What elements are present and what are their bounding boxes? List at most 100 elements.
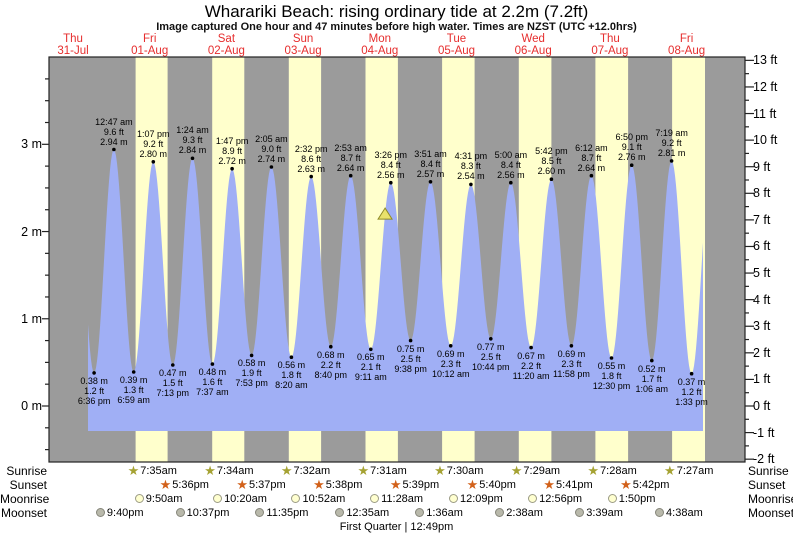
moonrise-event: 1:50pm	[607, 492, 655, 505]
day-label: Thu 31-Jul	[33, 33, 113, 57]
y-axis-right-tick-label: 1 ft	[753, 372, 771, 387]
sunrise-star-icon: ★	[127, 462, 140, 478]
low-tide-label: 0.48 m 1.6 ft 7:37 am	[196, 367, 229, 398]
sunset-event: ★ 5:40pm	[467, 478, 516, 491]
sunset-time: 5:42pm	[632, 478, 670, 491]
moonrise-time: 10:52am	[302, 492, 346, 505]
y-axis-left-tick-label: 1 m	[21, 311, 42, 326]
sunset-time: 5:40pm	[479, 478, 516, 491]
day-label: Wed 06-Aug	[493, 33, 573, 57]
day-label: Fri 08-Aug	[647, 33, 727, 57]
sunset-event: ★ 5:41pm	[543, 478, 592, 491]
tide-extreme-dot	[428, 180, 433, 184]
low-tide-label: 0.55 m 1.8 ft 12:30 pm	[592, 361, 631, 392]
tide-extreme-dot	[469, 182, 473, 187]
sunset-event: ★ 5:36pm	[160, 478, 209, 491]
moonrise-event: 10:52am	[291, 492, 345, 505]
day-date: 31-Jul	[57, 44, 89, 57]
high-tide-label: 1:07 pm 9.2 ft 2.80 m	[137, 128, 170, 159]
tide-extreme-dot	[92, 371, 96, 375]
y-axis-right-tick-label: 2 ft	[753, 345, 771, 360]
moonrise-circle-icon	[213, 494, 223, 503]
tide-extreme-dot	[650, 358, 654, 363]
sunrise-star-icon: ★	[587, 462, 600, 478]
tide-extreme-dot	[629, 163, 634, 167]
sunrise-time: 7:35am	[140, 464, 177, 477]
sunrise-time: 7:27am	[676, 464, 714, 477]
day-name: Mon	[368, 33, 391, 45]
moonrise-time: 12:56pm	[539, 492, 582, 505]
sunrise-star-icon: ★	[510, 462, 523, 478]
low-tide-label: 0.37 m 1.2 ft 1:33 pm	[675, 376, 708, 407]
y-axis-right-tick-label: 10 ft	[753, 133, 778, 148]
sunset-time: 5:38pm	[325, 478, 363, 491]
day-date: 06-Aug	[514, 44, 552, 57]
low-tide-label: 0.52 m 1.7 ft 1:06 am	[635, 363, 669, 394]
day-name: Thu	[599, 33, 620, 45]
sunrise-time: 7:31am	[370, 464, 407, 477]
sunset-star-icon: ★	[466, 476, 479, 492]
y-axis-right-tick-label: 0 ft	[753, 399, 771, 413]
low-tide-label: 0.58 m 1.9 ft 7:53 pm	[235, 358, 268, 389]
moonrise-time: 11:28am	[381, 492, 424, 505]
tide-extreme-dot	[289, 355, 294, 360]
moonset-circle-icon	[335, 508, 345, 517]
tide-extreme-dot	[151, 160, 156, 164]
y-axis-right-tick-label: 9 ft	[753, 159, 771, 174]
sunrise-event: ★ 7:29am	[511, 464, 560, 477]
sunset-event: ★ 5:39pm	[390, 478, 439, 491]
low-tide-label: 0.77 m 2.5 ft 10:44 pm	[472, 341, 510, 372]
moonset-circle-icon	[415, 508, 425, 517]
sunrise-caption-left: Sunrise	[6, 464, 47, 478]
high-tide-label: 5:00 am 8.4 ft 2.56 m	[494, 149, 528, 180]
moonset-time: 12:35am	[346, 506, 390, 519]
moonset-time: 2:38am	[506, 506, 543, 519]
tide-extreme-dot	[329, 344, 333, 349]
low-tide-label: 0.47 m 1.5 ft 7:13 pm	[156, 368, 190, 398]
sunset-star-icon: ★	[313, 476, 325, 492]
sunset-time: 5:36pm	[172, 478, 209, 491]
sunset-time: 5:41pm	[556, 478, 593, 491]
moon-phase-label: First Quarter | 12:49pm	[339, 521, 454, 533]
moonset-time: 9:40pm	[106, 506, 144, 519]
y-axis-right-tick-label: 11 ft	[753, 106, 777, 121]
moonset-event: 12:35am	[335, 506, 389, 519]
moonrise-circle-icon	[607, 494, 617, 503]
low-tide-label: 0.38 m 1.2 ft 6:36 pm	[77, 375, 111, 406]
y-axis-right-tick-label: 8 ft	[753, 186, 771, 201]
high-tide-label: 1:47 pm 8.9 ft 2.72 m	[215, 135, 249, 166]
moonrise-circle-icon	[448, 494, 458, 503]
high-tide-label: 6:12 am 8.7 ft 2.64 m	[575, 142, 608, 173]
moonrise-event: 12:09pm	[448, 492, 503, 505]
chart-subtitle: Image captured One hour and 47 minutes b…	[156, 21, 637, 33]
moonset-caption-left: Moonset	[0, 506, 47, 520]
tide-extreme-dot	[171, 363, 175, 367]
sunset-star-icon: ★	[236, 476, 248, 492]
tide-extreme-dot	[309, 174, 314, 179]
moonset-event: 11:35pm	[255, 506, 308, 519]
y-axis-left-tick-label: 2 m	[21, 224, 42, 239]
y-axis-left-tick-label: 3 m	[21, 137, 42, 152]
y-axis-right-tick-label: 4 ft	[753, 292, 771, 307]
tide-extreme-dot	[408, 338, 413, 343]
tide-extreme-dot	[131, 370, 136, 374]
sunrise-event: ★ 7:34am	[204, 464, 253, 477]
tide-extreme-dot	[549, 177, 554, 181]
y-axis-right-tick-label: -1 ft	[753, 425, 775, 440]
sunset-event: ★ 5:37pm	[236, 478, 285, 491]
y-axis-right-tick-label: 12 ft	[753, 79, 778, 94]
tide-extreme-dot	[509, 180, 513, 185]
sunset-time: 5:39pm	[402, 478, 440, 491]
tide-extreme-dot	[689, 371, 694, 376]
tide-extreme-dot	[230, 166, 234, 171]
moonrise-circle-icon	[528, 494, 538, 503]
moonset-time: 11:35pm	[266, 506, 309, 519]
day-label: Mon 04-Aug	[340, 33, 420, 57]
chart-title: Wharariki Beach: rising ordinary tide at…	[204, 2, 589, 21]
tide-extreme-dot	[269, 165, 274, 169]
moonset-time: 10:37pm	[186, 506, 230, 519]
day-date: 02-Aug	[207, 44, 245, 57]
low-tide-label: 0.67 m 2.2 ft 11:20 am	[512, 350, 550, 381]
moonset-time: 4:38am	[666, 506, 703, 519]
sunrise-star-icon: ★	[434, 462, 446, 478]
